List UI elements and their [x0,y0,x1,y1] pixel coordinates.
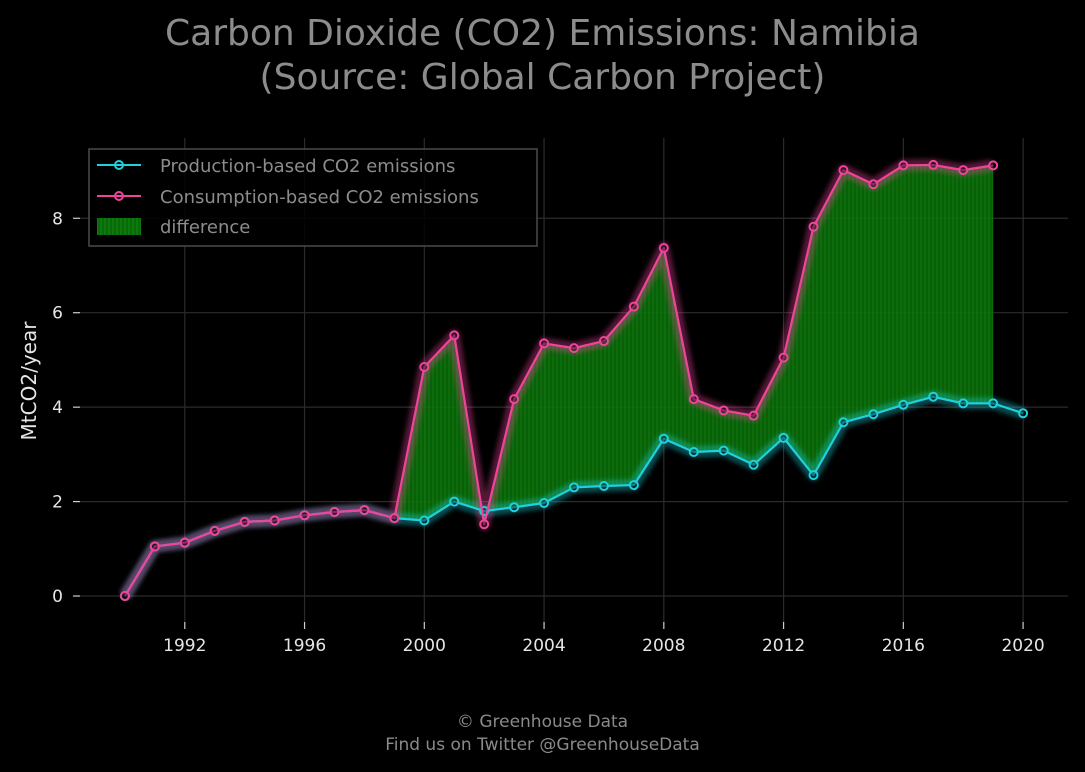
x-tick-label: 2004 [522,636,565,656]
difference-fill [394,164,994,525]
legend-label-consumption: Consumption-based CO2 emissions [160,187,479,208]
legend-swatch-difference [97,218,141,235]
y-tick-label: 8 [52,209,63,229]
x-tick-label: 2016 [882,636,925,656]
axes: 1992 1996 2000 2004 2008 2012 2016 2020 0 2 4 6 8 [52,209,1045,656]
consumption-point [269,515,280,526]
footer-copyright: © Greenhouse Data [456,712,629,732]
legend-item-consumption: Consumption-based CO2 emissions [97,187,479,208]
y-tick-label: 4 [52,398,63,418]
y-tick-label: 6 [52,304,63,324]
production-point [688,447,699,458]
production-point [1018,408,1029,419]
consumption-point [838,165,849,176]
consumption-point [748,410,759,421]
consumption-point [239,516,250,527]
production-point [838,417,849,428]
production-point [928,391,939,402]
legend-marker-production [114,160,124,170]
production-point [658,433,669,444]
footer-twitter: Find us on Twitter @GreenhouseData [385,735,700,755]
series-layer [119,158,1029,602]
x-tick-label: 2008 [642,636,685,656]
consumption-point [988,160,999,171]
consumption-point [688,394,699,405]
consumption-point [928,159,939,170]
consumption-point [628,301,639,312]
consumption-point [149,541,160,552]
legend-label-production: Production-based CO2 emissions [160,156,455,177]
consumption-point [539,338,550,349]
production-point [748,459,759,470]
production-point [718,445,729,456]
consumption-point [419,362,430,373]
consumption-point [479,519,490,530]
production-point [598,481,609,492]
consumption-point [179,537,190,548]
x-tick-label: 1992 [163,636,206,656]
x-tick-label: 2020 [1001,636,1044,656]
y-tick-label: 0 [52,587,63,607]
consumption-point [329,506,340,517]
production-point [509,502,520,513]
consumption-point [119,591,130,602]
production-point [569,482,579,493]
y-axis-label: MtCO2/year [17,321,41,441]
production-point [449,496,460,507]
production-point [628,480,639,491]
x-tick-label: 2012 [762,636,805,656]
production-point [778,432,789,443]
legend-item-difference: difference [97,217,250,238]
x-tick-label: 1996 [283,636,326,656]
chart-title-line-2: (Source: Global Carbon Project) [259,57,826,98]
x-tick-label: 2000 [403,636,446,656]
legend: Production-based CO2 emissions Consumpti… [88,148,538,247]
consumption-point [509,394,520,405]
production-point [958,398,969,409]
consumption-point [449,330,460,341]
legend-item-production: Production-based CO2 emissions [97,156,455,177]
consumption-point [778,352,789,363]
consumption-point [718,405,729,416]
legend-label-difference: difference [160,217,250,238]
consumption-point [389,513,400,524]
consumption-point [958,165,969,176]
difference-fill-layer [394,164,994,525]
chart-title-line-1: Carbon Dioxide (CO2) Emissions: Namibia [165,13,920,54]
legend-marker-consumption [114,191,124,201]
production-point [419,515,430,526]
consumption-point [209,525,220,536]
y-tick-label: 2 [52,493,63,513]
production-point [898,399,909,410]
production-point [808,470,819,481]
production-point [539,498,550,509]
consumption-point [658,243,669,254]
consumption-point [598,336,609,347]
legend-frame [88,148,538,247]
consumption-point [359,505,370,516]
production-point [868,409,879,420]
consumption-point [569,343,579,354]
consumption-point [868,179,879,190]
consumption-point [299,510,310,521]
production-point [988,398,999,409]
consumption-point [898,160,909,171]
consumption-point [808,221,819,232]
